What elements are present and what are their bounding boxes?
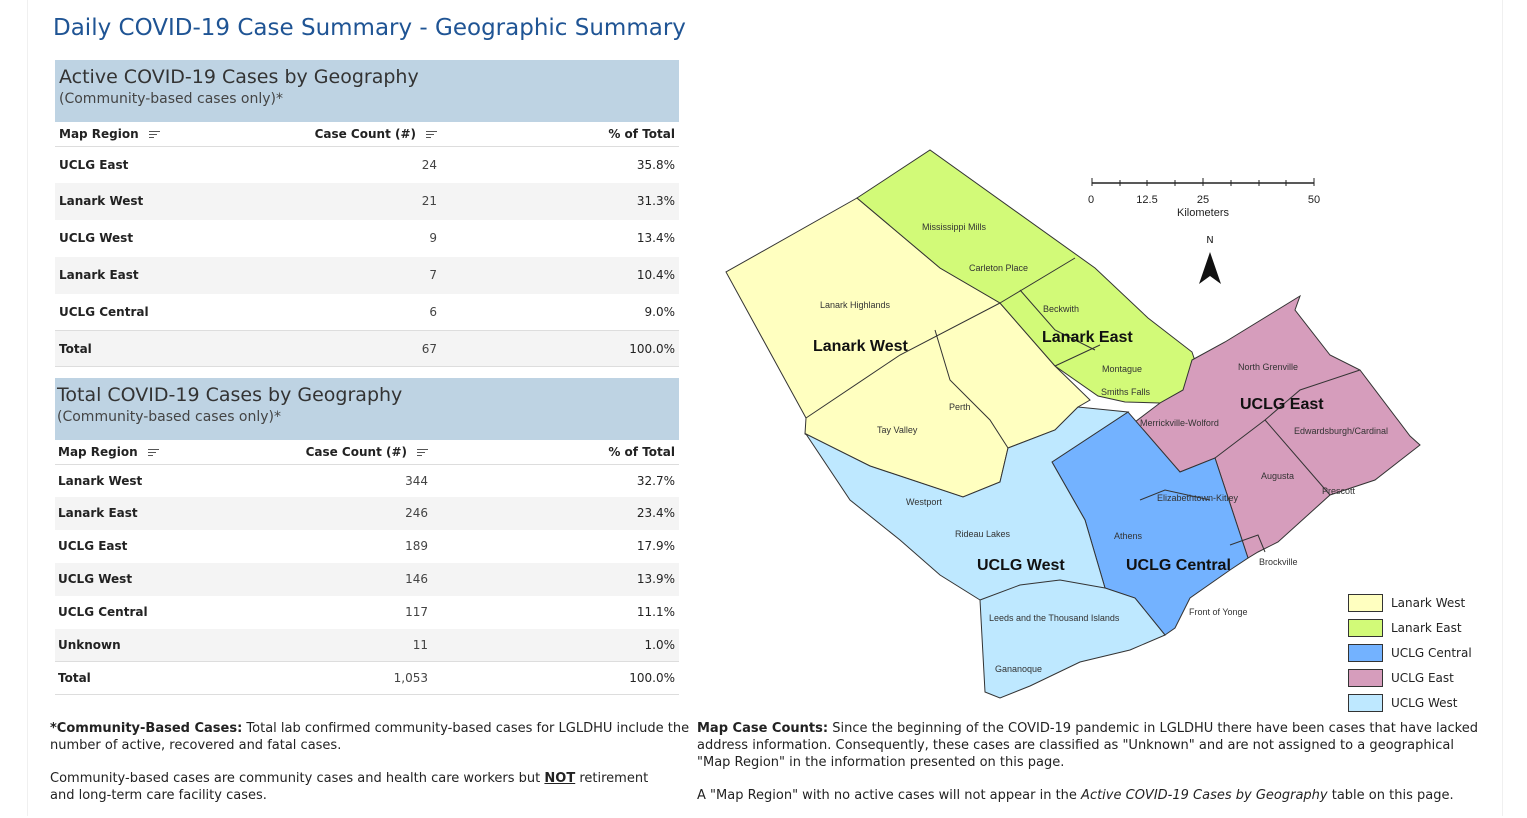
place-label: Athens bbox=[1114, 531, 1143, 541]
place-label: Edwardsburgh/Cardinal bbox=[1294, 426, 1388, 436]
total-cases-header: Total COVID-19 Cases by Geography (Commu… bbox=[55, 378, 679, 440]
col-map-region[interactable]: Map Region bbox=[55, 440, 282, 465]
table-row[interactable]: Unknown 11 1.0% bbox=[55, 628, 679, 662]
scale-unit: Kilometers bbox=[1177, 207, 1229, 219]
scale-tick: 0 bbox=[1088, 194, 1094, 206]
col-map-region[interactable]: Map Region bbox=[55, 122, 283, 147]
col-case-count[interactable]: Case Count (#) bbox=[283, 122, 441, 147]
place-label: Perth bbox=[949, 402, 971, 412]
total-cases-subtitle: (Community-based cases only)* bbox=[57, 409, 282, 425]
table-row[interactable]: UCLG East 24 35.8% bbox=[59, 157, 675, 172]
map-counts-footnote: Map Case Counts: Since the beginning of … bbox=[697, 721, 1479, 770]
active-cases-subtitle: (Community-based cases only)* bbox=[59, 91, 284, 107]
active-cases-panel: Active COVID-19 Cases by Geography (Comm… bbox=[55, 60, 679, 367]
place-label: Augusta bbox=[1261, 471, 1294, 481]
region-map: Mississippi Mills Carleton Place Beckwit… bbox=[725, 149, 1421, 699]
scale-tick: 50 bbox=[1308, 194, 1320, 206]
scale-tick: 12.5 bbox=[1136, 194, 1157, 206]
map-region-note: A "Map Region" with no active cases will… bbox=[697, 788, 1454, 803]
place-label: Carleton Place bbox=[969, 263, 1028, 273]
table-row[interactable]: UCLG West 146 13.9% bbox=[55, 562, 679, 596]
place-label: Rideau Lakes bbox=[955, 529, 1011, 539]
sort-icon[interactable] bbox=[147, 447, 159, 458]
region-label-uclg-central: UCLG Central bbox=[1126, 557, 1231, 574]
place-label: Tay Valley bbox=[877, 425, 918, 435]
table-total-row: Total 1,053 100.0% bbox=[55, 661, 679, 695]
col-pct-total[interactable]: % of Total bbox=[441, 122, 679, 147]
map-region-uclg-west[interactable] bbox=[804, 406, 1166, 699]
table-row[interactable]: UCLG Central 117 11.1% bbox=[58, 605, 675, 619]
place-label: Prescott bbox=[1322, 486, 1356, 496]
col-pct-total[interactable]: % of Total bbox=[432, 440, 679, 465]
table-row[interactable]: UCLG West 9 13.4% bbox=[59, 231, 675, 245]
table-total-row: Total 67 100.0% bbox=[55, 330, 679, 367]
total-cases-panel: Total COVID-19 Cases by Geography (Commu… bbox=[55, 378, 679, 695]
place-label: Montague bbox=[1102, 364, 1142, 374]
active-cases-table: Map Region Case Count (#) % of Total UCL… bbox=[55, 122, 679, 367]
north-arrow-icon: N bbox=[1195, 235, 1225, 288]
total-cases-title: Total COVID-19 Cases by Geography bbox=[57, 384, 403, 406]
table-row[interactable]: Lanark East 246 23.4% bbox=[55, 496, 679, 530]
legend-item: UCLG West bbox=[1348, 690, 1472, 715]
region-label-uclg-east: UCLG East bbox=[1240, 396, 1324, 413]
sort-icon[interactable] bbox=[417, 447, 428, 458]
col-case-count[interactable]: Case Count (#) bbox=[282, 440, 432, 465]
place-label: Leeds and the Thousand Islands bbox=[989, 613, 1120, 623]
sort-icon[interactable] bbox=[148, 129, 160, 140]
place-label: North Grenville bbox=[1238, 362, 1298, 372]
place-label: Lanark Highlands bbox=[820, 300, 891, 310]
municipal-boundaries bbox=[805, 257, 1361, 601]
table-row[interactable]: Lanark West 344 32.7% bbox=[58, 473, 675, 488]
legend-item: UCLG Central bbox=[1348, 640, 1472, 665]
active-cases-title: Active COVID-19 Cases by Geography bbox=[59, 66, 419, 88]
scale-tick: 25 bbox=[1197, 194, 1209, 206]
place-label: Mississippi Mills bbox=[922, 222, 987, 232]
region-label-lanark-east: Lanark East bbox=[1042, 329, 1133, 346]
place-label: Beckwith bbox=[1043, 304, 1079, 314]
place-label: Elizabethtown-Kitley bbox=[1157, 493, 1239, 503]
legend-item: UCLG East bbox=[1348, 665, 1472, 690]
active-cases-header: Active COVID-19 Cases by Geography (Comm… bbox=[55, 60, 679, 122]
region-label-uclg-west: UCLG West bbox=[977, 557, 1065, 574]
place-label: Westport bbox=[906, 497, 942, 507]
community-footnote: *Community-Based Cases: Total lab confir… bbox=[50, 721, 690, 753]
community-definition: Community-based cases are community case… bbox=[50, 771, 649, 803]
table-row[interactable]: Lanark East 7 10.4% bbox=[55, 256, 679, 294]
legend-item: Lanark East bbox=[1348, 615, 1472, 640]
place-label: Gananoque bbox=[995, 664, 1042, 674]
map-legend: Lanark West Lanark East UCLG Central UCL… bbox=[1348, 590, 1472, 715]
place-label: Smiths Falls bbox=[1101, 387, 1151, 397]
place-label: Front of Yonge bbox=[1189, 607, 1248, 617]
legend-item: Lanark West bbox=[1348, 590, 1472, 615]
total-cases-table: Map Region Case Count (#) % of Total Lan… bbox=[55, 440, 679, 695]
page-title: Daily COVID-19 Case Summary - Geographic… bbox=[53, 15, 686, 41]
table-row[interactable]: UCLG East 189 17.9% bbox=[58, 539, 675, 553]
scale-bar: 0 12.5 25 50 Kilometers bbox=[1085, 178, 1325, 227]
table-row[interactable]: Lanark West 21 31.3% bbox=[55, 182, 679, 220]
table-row[interactable]: UCLG Central 6 9.0% bbox=[59, 304, 675, 319]
region-label-lanark-west: Lanark West bbox=[813, 338, 909, 355]
sort-icon[interactable] bbox=[426, 129, 437, 140]
dashboard-frame bbox=[27, 0, 1503, 816]
place-label: Merrickville-Wolford bbox=[1140, 418, 1219, 428]
place-label: Brockville bbox=[1259, 557, 1298, 567]
